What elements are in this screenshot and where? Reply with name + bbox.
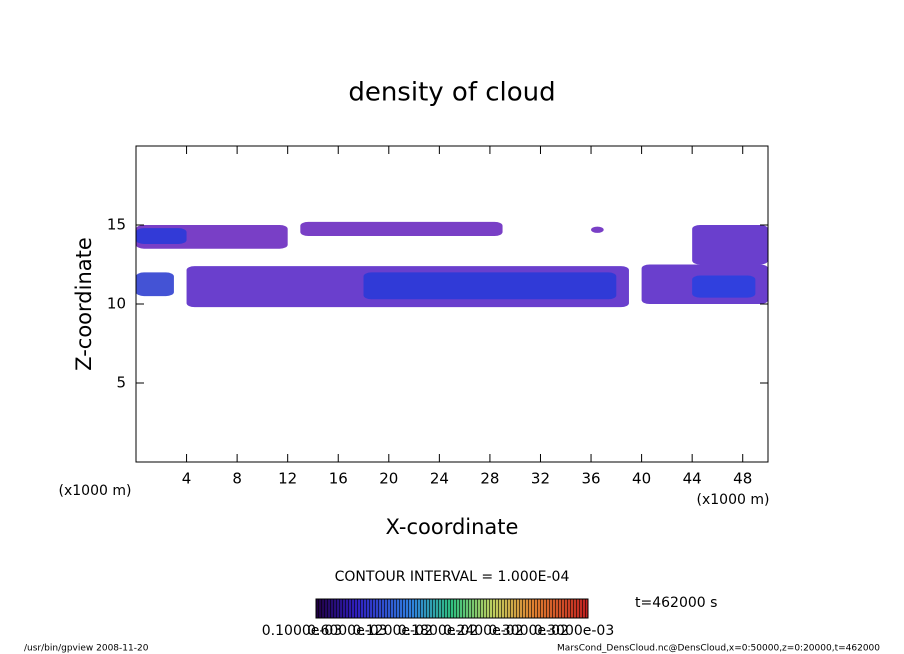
x-tick-label: 48 bbox=[733, 470, 752, 488]
colorbar-label: 0.1800e-02 bbox=[398, 623, 478, 639]
cloud-region bbox=[363, 272, 617, 300]
x-tick-label: 4 bbox=[182, 470, 192, 488]
y-tick-label: 10 bbox=[107, 295, 126, 313]
colorbar-label: 0.1200e-02 bbox=[352, 623, 432, 639]
x-tick-label: 28 bbox=[480, 470, 499, 488]
colorbar-label: 0.1000e-03 bbox=[262, 623, 342, 639]
cloud-region bbox=[591, 226, 604, 233]
colorbar-label: 0.3000e-03 bbox=[534, 623, 614, 639]
y-unit: (x1000 m) bbox=[59, 483, 132, 499]
footer-right: MarsCond_DensCloud.nc@DensCloud,x=0:5000… bbox=[557, 644, 880, 654]
y-axis-label: Z-coordinate bbox=[72, 237, 96, 371]
x-tick-label: 36 bbox=[581, 470, 600, 488]
y-tick-label: 15 bbox=[107, 216, 126, 234]
cloud-region bbox=[692, 225, 768, 265]
colorbar-label: 0.2400e-02 bbox=[443, 623, 523, 639]
x-tick-label: 44 bbox=[683, 470, 702, 488]
time-label: t=462000 s bbox=[635, 595, 717, 611]
chart-title: density of cloud bbox=[348, 78, 555, 108]
x-tick-label: 32 bbox=[531, 470, 550, 488]
x-tick-label: 16 bbox=[329, 470, 348, 488]
cloud-region bbox=[300, 221, 503, 237]
x-tick-label: 8 bbox=[232, 470, 242, 488]
x-unit: (x1000 m) bbox=[697, 492, 770, 508]
colorbar-label: 0.6000e-03 bbox=[307, 623, 387, 639]
contour-interval: CONTOUR INTERVAL = 1.000E-04 bbox=[335, 569, 570, 585]
x-tick-label: 12 bbox=[278, 470, 297, 488]
x-tick-label: 20 bbox=[379, 470, 398, 488]
x-tick-label: 40 bbox=[632, 470, 651, 488]
y-tick-label: 5 bbox=[116, 374, 126, 392]
footer-left: /usr/bin/gpview 2008-11-20 bbox=[24, 644, 149, 654]
cloud-region bbox=[136, 228, 187, 244]
plot-area bbox=[136, 221, 768, 308]
cloud-region bbox=[692, 275, 756, 298]
cloud-region bbox=[136, 272, 174, 297]
x-tick-label: 24 bbox=[430, 470, 449, 488]
colorbar-lines bbox=[316, 599, 588, 618]
colorbar-label: 0.3000e-02 bbox=[488, 623, 568, 639]
x-axis-label: X-coordinate bbox=[386, 515, 519, 539]
